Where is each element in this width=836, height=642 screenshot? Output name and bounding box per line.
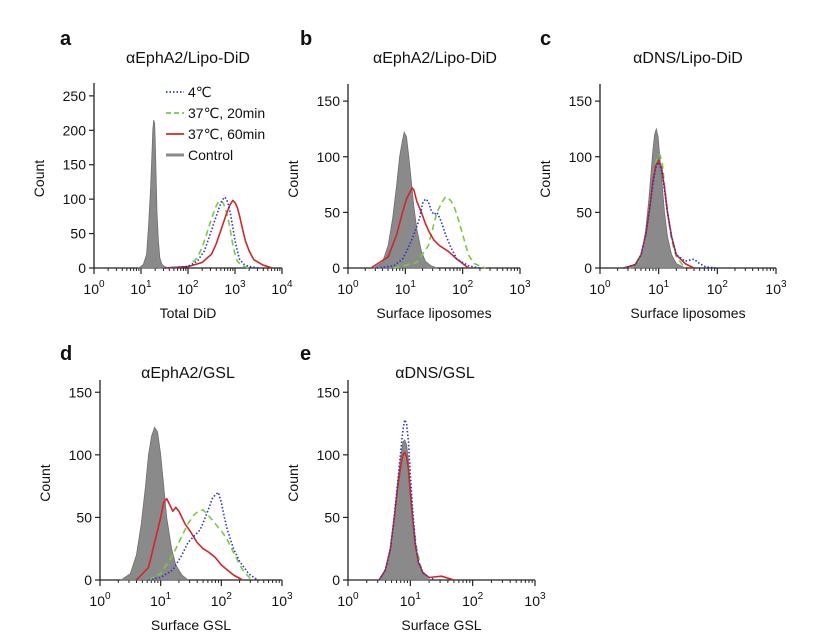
y-tick-label: 150 xyxy=(569,93,593,109)
x-tick-label: 103 xyxy=(524,591,546,609)
y-tick-label: 0 xyxy=(332,260,340,276)
y-tick-label: 50 xyxy=(324,204,340,220)
series-control-area xyxy=(378,438,430,581)
x-tick-label: 101 xyxy=(150,591,172,609)
y-axis-label: Count xyxy=(285,160,301,197)
x-tick-label: 102 xyxy=(462,591,484,609)
panel-label: d xyxy=(60,343,72,365)
x-tick-label: 103 xyxy=(509,279,531,297)
panel-label: a xyxy=(60,28,72,50)
x-tick-label: 102 xyxy=(707,279,729,297)
x-tick-label: 102 xyxy=(452,279,474,297)
x-tick-label: 103 xyxy=(271,591,293,609)
panel-title: αEphA2/GSL xyxy=(141,365,235,382)
series-c37_60-line xyxy=(164,199,273,269)
x-tick-label: 101 xyxy=(395,279,417,297)
panel-label: b xyxy=(300,28,312,50)
x-tick-label: 100 xyxy=(337,279,359,297)
x-axis-label: Surface GSL xyxy=(151,617,231,633)
x-tick-label: 101 xyxy=(130,279,152,297)
x-axis-label: Surface liposomes xyxy=(630,305,745,321)
y-tick-label: 50 xyxy=(324,509,340,525)
y-tick-label: 100 xyxy=(317,447,341,463)
panel-label: c xyxy=(540,28,551,50)
y-axis-label: Count xyxy=(37,464,53,501)
panel-label: e xyxy=(300,343,311,365)
y-tick-label: 250 xyxy=(63,88,87,104)
y-axis-label: Count xyxy=(31,160,47,197)
x-tick-label: 103 xyxy=(224,279,246,297)
y-tick-label: 100 xyxy=(317,149,341,165)
x-tick-label: 102 xyxy=(177,279,199,297)
y-tick-label: 100 xyxy=(63,191,87,207)
x-tick-label: 104 xyxy=(271,279,293,297)
x-tick-label: 101 xyxy=(648,279,670,297)
y-axis-label: Count xyxy=(285,464,301,501)
series-c4-line xyxy=(148,491,259,581)
y-tick-label: 100 xyxy=(69,447,93,463)
y-tick-label: 0 xyxy=(584,260,592,276)
x-tick-label: 100 xyxy=(589,279,611,297)
y-axis-label: Count xyxy=(537,160,553,197)
y-tick-label: 100 xyxy=(569,149,593,165)
series-c37_20-line xyxy=(148,509,253,581)
series-control-area xyxy=(119,426,190,581)
series-c37_60-line xyxy=(135,497,243,581)
panel-title: αEphA2/Lipo-DiD xyxy=(373,50,497,67)
series-c37_60-line xyxy=(623,159,695,269)
panel-title: αEphA2/Lipo-DiD xyxy=(126,50,250,67)
panel-c: c αDNS/Lipo-DiD 0 50 100 150 100 101 102 103 Surfa… xyxy=(537,28,787,321)
panel-e: e αDNS/GSL 0 50 100 150 100 101 102 103 Surface GS… xyxy=(285,343,546,633)
y-tick-label: 50 xyxy=(576,204,592,220)
series-c4-line xyxy=(376,198,481,269)
y-tick-label: 150 xyxy=(63,157,87,173)
legend: 4℃ 37℃, 20min 37℃, 60min Control xyxy=(166,84,265,163)
x-axis-label: Surface GSL xyxy=(401,617,481,633)
y-tick-label: 50 xyxy=(76,509,92,525)
x-axis-label: Surface liposomes xyxy=(376,305,491,321)
x-tick-label: 100 xyxy=(83,279,105,297)
y-tick-label: 0 xyxy=(332,572,340,588)
x-tick-label: 102 xyxy=(211,591,233,609)
y-tick-label: 0 xyxy=(84,572,92,588)
y-tick-label: 50 xyxy=(70,226,86,242)
y-tick-label: 150 xyxy=(317,93,341,109)
series-c4-line xyxy=(623,161,718,269)
legend-entry-control: Control xyxy=(188,147,233,163)
panel-b: b αEphA2/Lipo-DiD 0 50 100 150 100 101 102 103 Sur… xyxy=(285,28,531,321)
panel-d: d αEphA2/GSL 0 50 100 150 100 101 102 103 Surface … xyxy=(37,343,293,633)
x-tick-label: 101 xyxy=(400,591,422,609)
series-c37_60-line xyxy=(370,187,469,269)
series-control-area xyxy=(137,119,170,269)
y-tick-label: 0 xyxy=(78,260,86,276)
panel-title: αDNS/GSL xyxy=(395,365,475,382)
panel-title: αDNS/Lipo-DiD xyxy=(633,50,743,67)
series-c4-line xyxy=(164,196,259,269)
y-tick-label: 150 xyxy=(317,384,341,400)
y-tick-label: 150 xyxy=(69,384,93,400)
series-control-area xyxy=(627,127,686,269)
x-tick-label: 103 xyxy=(765,279,787,297)
legend-entry-c4: 4℃ xyxy=(188,84,212,100)
x-axis-label: Total DiD xyxy=(160,305,217,321)
y-tick-label: 200 xyxy=(63,122,87,138)
x-tick-label: 100 xyxy=(89,591,111,609)
legend-entry-c37_60: 37℃, 60min xyxy=(188,126,265,142)
x-tick-label: 100 xyxy=(337,591,359,609)
legend-entry-c37_20: 37℃, 20min xyxy=(188,105,265,121)
panel-a: a αEphA2/Lipo-DiD 0 50 100 150 200 250 100 101 102… xyxy=(31,28,293,321)
